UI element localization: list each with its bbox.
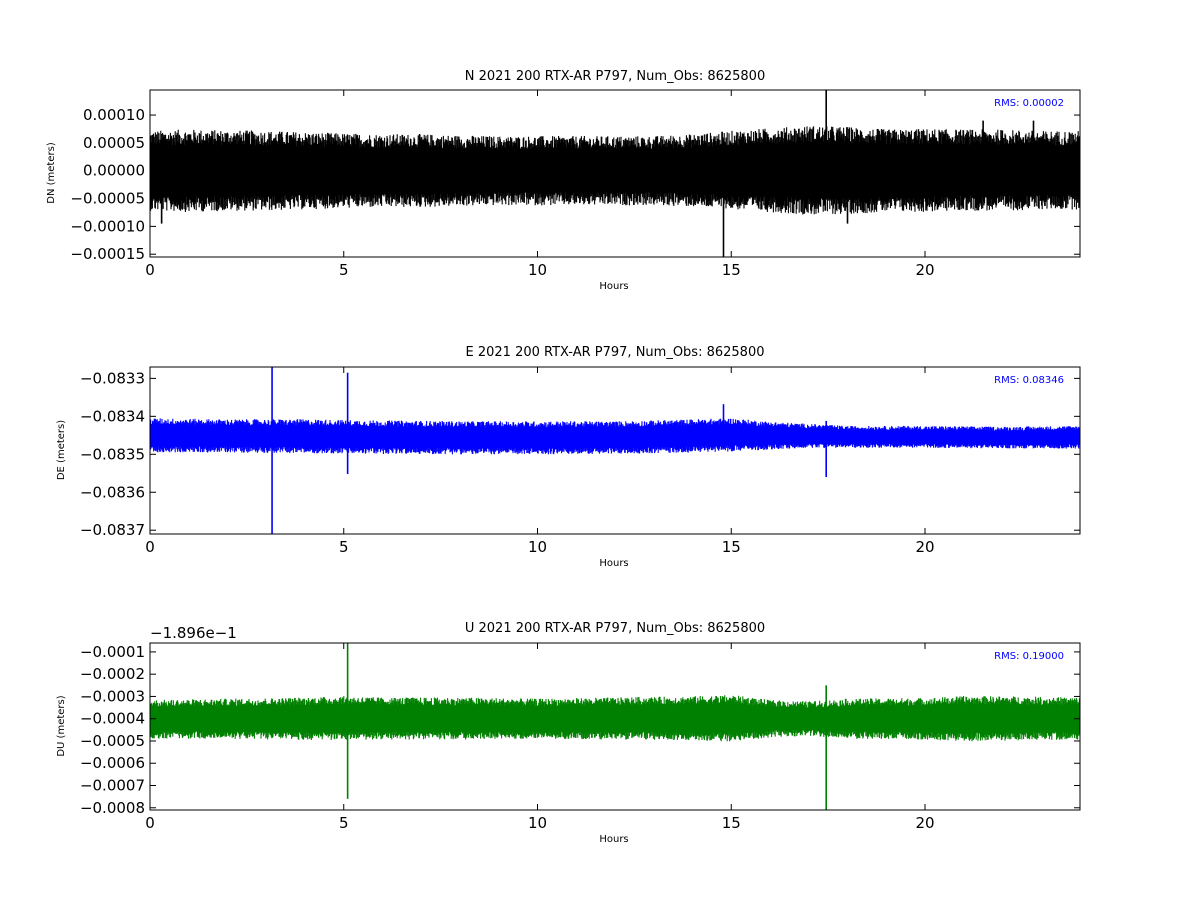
y-tick-label: 0.00005 [83, 134, 145, 152]
y-tick-label: −0.0833 [80, 369, 145, 387]
x-tick-label: 10 [528, 814, 547, 832]
series-band [150, 126, 1080, 215]
x-tick-label: 20 [915, 814, 934, 832]
plot-frame [149, 89, 1081, 258]
chart-title: E 2021 200 RTX-AR P797, Num_Obs: 8625800 [466, 345, 765, 360]
y-axis-label: DU (meters) [56, 695, 67, 756]
x-tick-label: 0 [145, 538, 155, 556]
rms-label: RMS: 0.19000 [994, 651, 1064, 662]
x-tick-label: 10 [528, 538, 547, 556]
series-trace [150, 367, 1080, 534]
x-tick-label: 20 [915, 538, 934, 556]
plot-frame [149, 642, 1081, 811]
y-tick-label: −0.00015 [70, 245, 145, 263]
y-tick-label: −0.00005 [70, 190, 145, 208]
y-tick-label: −0.00010 [70, 217, 145, 235]
x-axis-label: Hours [599, 834, 628, 845]
y-tick-label: −0.0006 [80, 754, 145, 772]
x-tick-label: 10 [528, 261, 547, 279]
x-tick-label: 15 [722, 814, 741, 832]
x-tick-label: 0 [145, 814, 155, 832]
subplot-up: U 2021 200 RTX-AR P797, Num_Obs: 8625800… [56, 621, 1081, 845]
y-tick-label: 0.00010 [83, 106, 145, 124]
y-tick-label: −0.0008 [80, 799, 145, 817]
series-band [150, 418, 1080, 455]
y-tick-label: −0.0007 [80, 777, 145, 795]
y-tick-label: −0.0005 [80, 732, 145, 750]
series-trace [150, 643, 1080, 810]
y-tick-label: −0.0837 [80, 521, 145, 539]
y-tick-label: 0.00000 [83, 162, 145, 180]
x-tick-label: 0 [145, 261, 155, 279]
y-tick-label: −0.0003 [80, 687, 145, 705]
x-tick-label: 5 [339, 814, 349, 832]
x-tick-label: 15 [722, 261, 741, 279]
y-tick-label: −0.0834 [80, 407, 145, 425]
plot-frame [149, 366, 1081, 535]
subplot-north: N 2021 200 RTX-AR P797, Num_Obs: 8625800… [46, 69, 1081, 292]
series-trace [150, 90, 1080, 257]
y-tick-label: −0.0836 [80, 483, 145, 501]
x-axis-label: Hours [599, 281, 628, 292]
y-tick-label: −0.0004 [80, 710, 145, 728]
chart-title: N 2021 200 RTX-AR P797, Num_Obs: 8625800 [465, 69, 765, 84]
y-tick-label: −0.0835 [80, 445, 145, 463]
x-tick-label: 5 [339, 261, 349, 279]
x-tick-label: 5 [339, 538, 349, 556]
x-axis-label: Hours [599, 558, 628, 569]
y-axis-label: DE (meters) [56, 420, 67, 480]
y-axis-label: DN (meters) [46, 142, 57, 204]
y-tick-label: −0.0001 [80, 643, 145, 661]
y-offset-label: −1.896e−1 [150, 624, 237, 642]
subplot-east: E 2021 200 RTX-AR P797, Num_Obs: 8625800… [56, 345, 1081, 569]
chart-title: U 2021 200 RTX-AR P797, Num_Obs: 8625800 [465, 621, 765, 636]
x-tick-label: 15 [722, 538, 741, 556]
x-tick-label: 20 [915, 261, 934, 279]
rms-label: RMS: 0.08346 [994, 375, 1064, 386]
series-band [150, 695, 1080, 742]
rms-label: RMS: 0.00002 [994, 98, 1064, 109]
y-tick-label: −0.0002 [80, 665, 145, 683]
